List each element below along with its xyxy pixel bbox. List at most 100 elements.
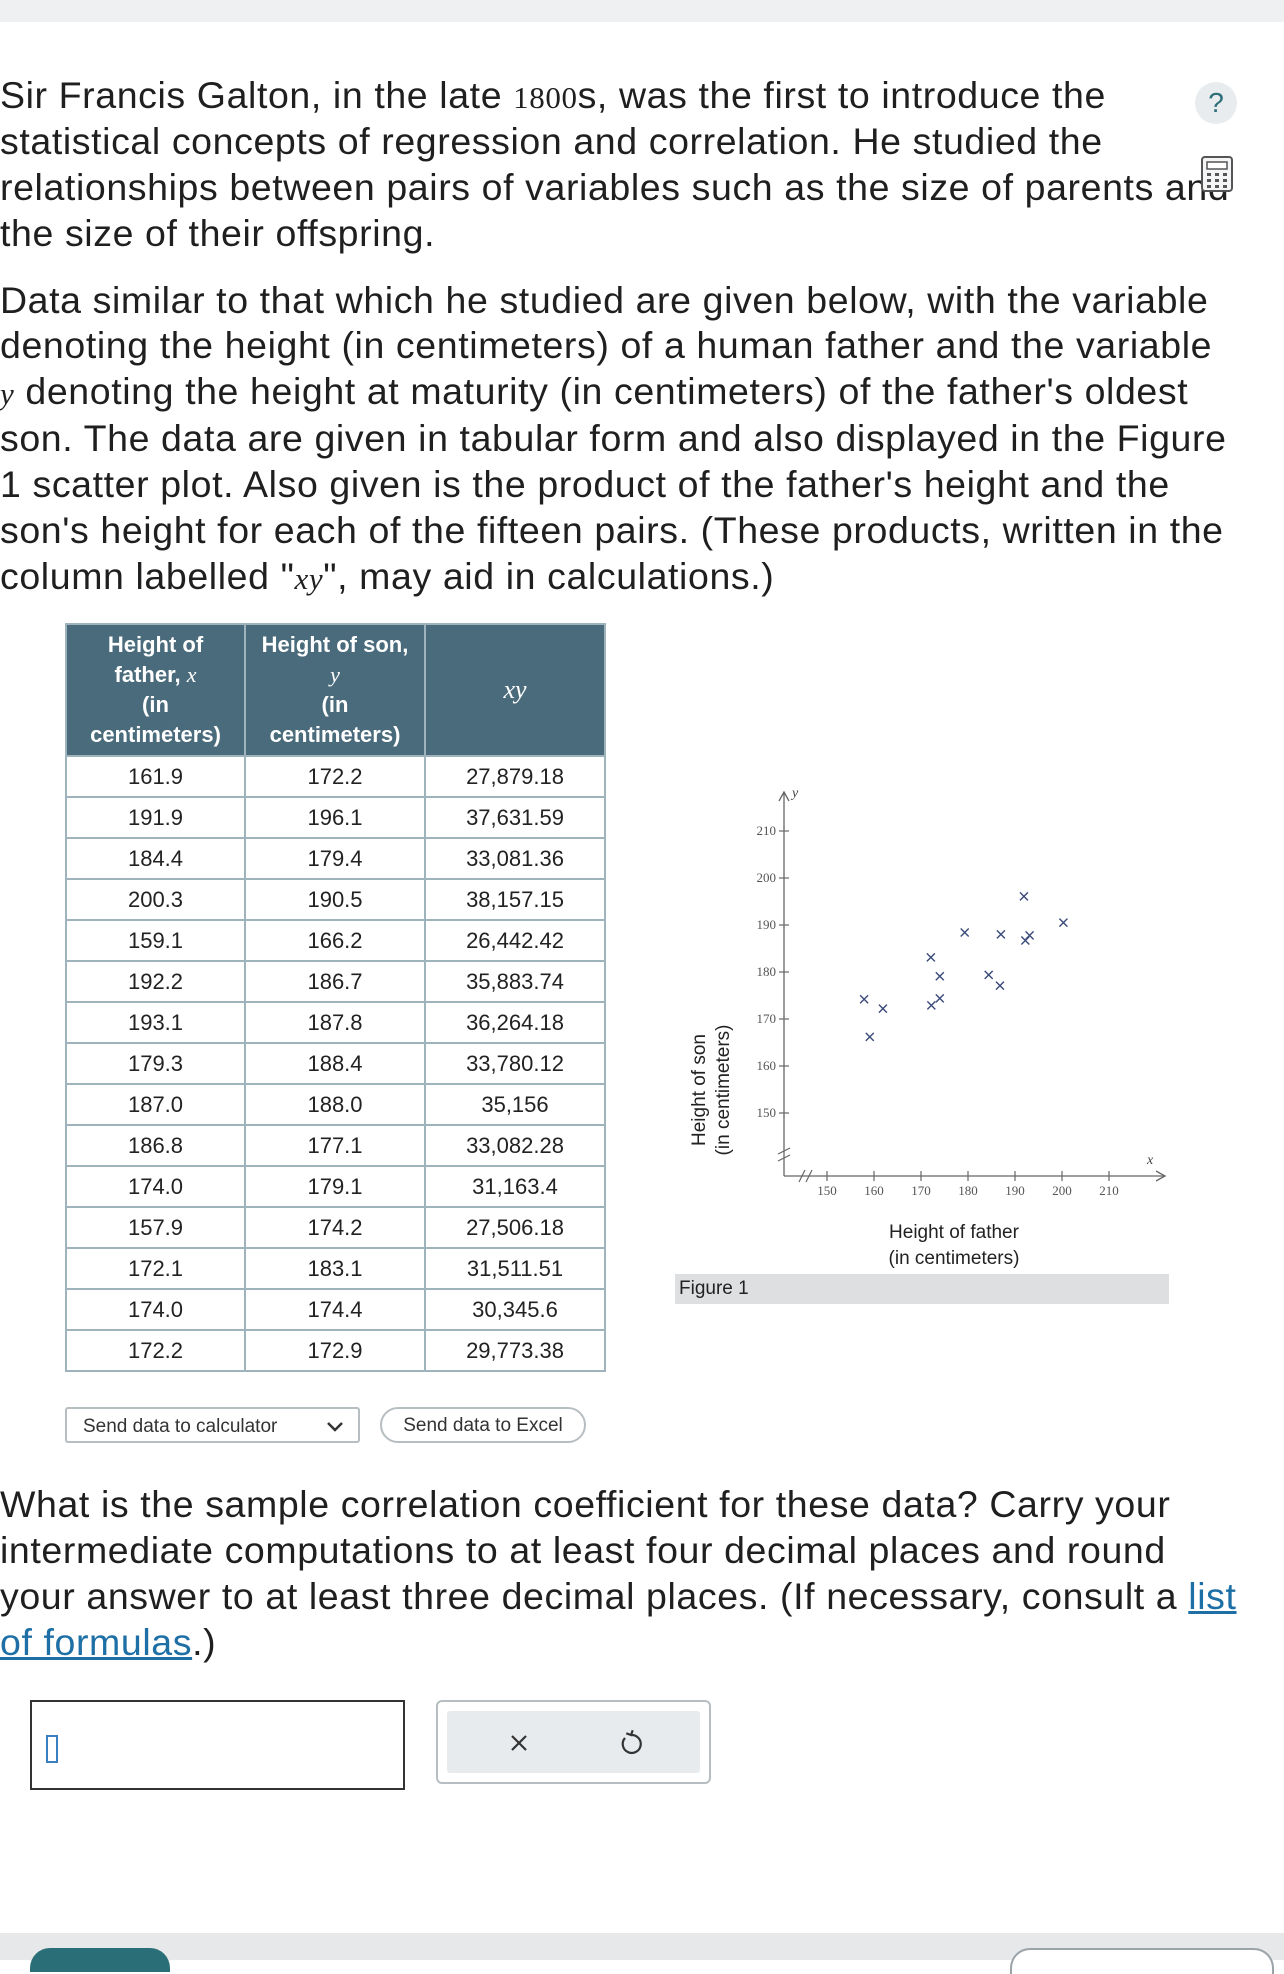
text-cursor bbox=[46, 1735, 58, 1763]
cell-son-height: 179.4 bbox=[244, 837, 426, 880]
help-button[interactable]: ? bbox=[1195, 82, 1237, 124]
desc-line-3: y denoting the height at maturity (in ce… bbox=[0, 370, 1189, 412]
x-axis-arrow bbox=[1155, 1170, 1167, 1182]
cell-xy-product: 37,631.59 bbox=[424, 796, 606, 839]
cell-son-height: 183.1 bbox=[244, 1247, 426, 1290]
x-axis-break bbox=[798, 1169, 813, 1183]
x-tick-label: 170 bbox=[911, 1183, 931, 1198]
bottom-primary-button[interactable] bbox=[30, 1948, 170, 1972]
cell-xy-product: 38,157.15 bbox=[424, 878, 606, 921]
scatter-point bbox=[935, 993, 945, 1003]
scatter-point bbox=[878, 1004, 888, 1014]
send-to-excel-button[interactable]: Send data to Excel bbox=[380, 1407, 586, 1443]
figure-caption: Figure 1 bbox=[675, 1274, 1169, 1304]
question-line-3: your answer to at least three decimal pl… bbox=[0, 1575, 1237, 1617]
cell-xy-product: 33,081.36 bbox=[424, 837, 606, 880]
header-son: Height of son, y (in centimeters) bbox=[244, 623, 426, 757]
scatter-point bbox=[1058, 918, 1068, 928]
desc-line-7: column labelled "xy", may aid in calcula… bbox=[0, 555, 775, 597]
desc-line-5: 1 scatter plot. Also given is the produc… bbox=[0, 463, 1170, 505]
y-tick-label: 190 bbox=[757, 917, 777, 932]
x-axis-label-line1: Height of father bbox=[889, 1222, 1020, 1243]
cell-xy-product: 35,883.74 bbox=[424, 960, 606, 1003]
cell-xy-product: 33,082.28 bbox=[424, 1124, 606, 1167]
cell-son-height: 196.1 bbox=[244, 796, 426, 839]
desc-line-6: son's height for each of the fifteen pai… bbox=[0, 509, 1224, 551]
y-tick-label: 160 bbox=[757, 1058, 777, 1073]
table-row: 184.4 179.4 33,081.36 bbox=[65, 837, 606, 880]
undo-button[interactable] bbox=[613, 1725, 649, 1761]
cell-son-height: 172.9 bbox=[244, 1329, 426, 1372]
cell-father-height: 157.9 bbox=[65, 1206, 246, 1249]
cell-father-height: 172.1 bbox=[65, 1247, 246, 1290]
cell-xy-product: 35,156 bbox=[424, 1083, 606, 1126]
cell-son-height: 179.1 bbox=[244, 1165, 426, 1208]
y-axis-break bbox=[777, 1147, 791, 1162]
cell-father-height: 187.0 bbox=[65, 1083, 246, 1126]
x-axis-label-line2: (in centimeters) bbox=[889, 1248, 1020, 1269]
cell-xy-product: 31,163.4 bbox=[424, 1165, 606, 1208]
desc-line-4: son. The data are given in tabular form … bbox=[0, 417, 1227, 459]
x-axis-variable: x bbox=[1146, 1153, 1154, 1168]
scatter-figure: Height of son (in centimeters) Height of… bbox=[675, 770, 1170, 1305]
clear-button[interactable] bbox=[501, 1725, 537, 1761]
table-header-row: Height of father, x (in centimeters) Hei… bbox=[65, 623, 606, 757]
figure-caption-label: Figure 1 bbox=[679, 1278, 749, 1299]
cell-father-height: 172.2 bbox=[65, 1329, 246, 1372]
cell-son-height: 188.0 bbox=[244, 1083, 426, 1126]
intro-line-3: relationships between pairs of variables… bbox=[0, 166, 1230, 208]
cell-father-height: 192.2 bbox=[65, 960, 246, 1003]
data-table: Height of father, x (in centimeters) Hei… bbox=[65, 623, 606, 1372]
cell-xy-product: 33,780.12 bbox=[424, 1042, 606, 1085]
table-row: 200.3 190.5 38,157.15 bbox=[65, 878, 606, 921]
cell-xy-product: 27,879.18 bbox=[424, 755, 606, 798]
table-row: 193.1 187.8 36,264.18 bbox=[65, 1001, 606, 1044]
send-to-calculator-dropdown[interactable]: Send data to calculator bbox=[65, 1407, 360, 1443]
x-tick-label: 200 bbox=[1052, 1183, 1072, 1198]
y-tick-label: 170 bbox=[757, 1011, 777, 1026]
table-row: 174.0 179.1 31,163.4 bbox=[65, 1165, 606, 1208]
cell-son-height: 186.7 bbox=[244, 960, 426, 1003]
cell-father-height: 186.8 bbox=[65, 1124, 246, 1167]
cell-son-height: 188.4 bbox=[244, 1042, 426, 1085]
scatter-point bbox=[926, 1000, 936, 1010]
y-tick-label: 180 bbox=[757, 964, 777, 979]
scatter-point bbox=[926, 952, 936, 962]
table-row: 179.3 188.4 33,780.12 bbox=[65, 1042, 606, 1085]
scatter-point bbox=[984, 970, 994, 980]
close-icon bbox=[511, 1735, 527, 1751]
undo-icon bbox=[621, 1729, 642, 1755]
desc-line-2: denoting the height (in centimeters) of … bbox=[0, 324, 1213, 366]
scatter-point bbox=[1019, 891, 1029, 901]
table-row: 187.0 188.0 35,156 bbox=[65, 1083, 606, 1126]
y-axis-variable: y bbox=[790, 786, 799, 801]
answer-input[interactable] bbox=[30, 1700, 405, 1790]
cell-xy-product: 31,511.51 bbox=[424, 1247, 606, 1290]
scatter-point bbox=[1025, 930, 1035, 940]
cell-father-height: 174.0 bbox=[65, 1288, 246, 1331]
y-tick-label: 200 bbox=[757, 870, 777, 885]
x-tick-label: 190 bbox=[1005, 1183, 1025, 1198]
table-row: 159.1 166.2 26,442.42 bbox=[65, 919, 606, 962]
cell-father-height: 161.9 bbox=[65, 755, 246, 798]
formulas-link[interactable]: of formulas bbox=[0, 1621, 193, 1663]
intro-line-1: Sir Francis Galton, in the late 1800s, w… bbox=[0, 74, 1106, 116]
answer-actions bbox=[436, 1700, 711, 1784]
send-to-calculator-label: Send data to calculator bbox=[83, 1416, 278, 1437]
formulas-link-part1[interactable]: list bbox=[1188, 1575, 1237, 1617]
table-row: 161.9 172.2 27,879.18 bbox=[65, 755, 606, 798]
question-icon: ? bbox=[1208, 87, 1224, 118]
intro-line-2: statistical concepts of regression and c… bbox=[0, 120, 1103, 162]
answer-actions-tray bbox=[447, 1711, 700, 1773]
cell-son-height: 187.8 bbox=[244, 1001, 426, 1044]
question-line-2: intermediate computations to at least fo… bbox=[0, 1529, 1166, 1571]
cell-father-height: 174.0 bbox=[65, 1165, 246, 1208]
bottom-secondary-button[interactable] bbox=[1010, 1948, 1274, 1974]
scatter-point bbox=[865, 1032, 875, 1042]
calculator-icon[interactable] bbox=[1200, 155, 1234, 193]
cell-son-height: 177.1 bbox=[244, 1124, 426, 1167]
cell-son-height: 174.2 bbox=[244, 1206, 426, 1249]
y-tick-label: 150 bbox=[757, 1105, 777, 1120]
intro-line-4: the size of their offspring. bbox=[0, 212, 436, 254]
cell-father-height: 200.3 bbox=[65, 878, 246, 921]
